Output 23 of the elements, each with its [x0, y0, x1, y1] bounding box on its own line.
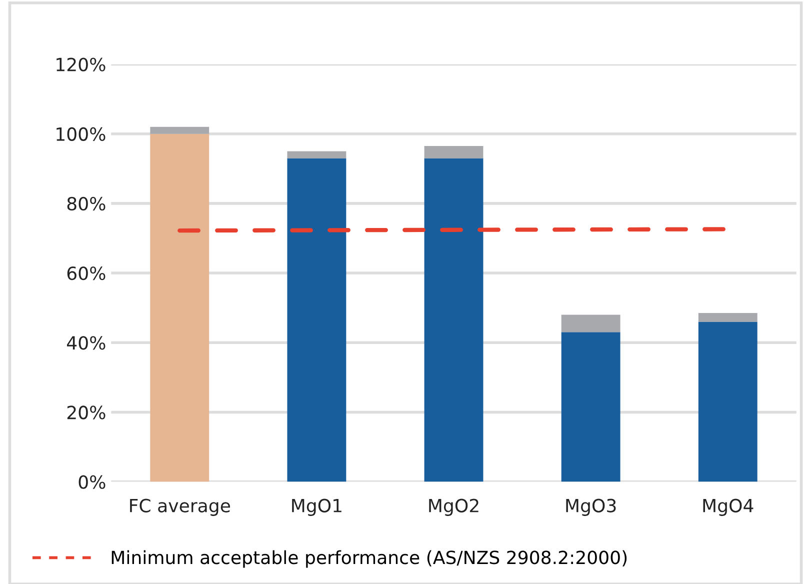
- y-tick-label: 80%: [67, 196, 106, 211]
- bar: [698, 313, 758, 322]
- x-tick-label: MgO4: [703, 498, 754, 516]
- x-tick-label: MgO3: [566, 498, 616, 516]
- x-tick-label: MgO2: [429, 498, 478, 516]
- bar: [150, 126, 210, 134]
- bar: [287, 158, 346, 482]
- bar: [287, 151, 346, 158]
- y-tick-label: 0%: [78, 475, 106, 489]
- y-tick-label: 20%: [67, 406, 106, 420]
- y-tick-label: 60%: [67, 266, 106, 280]
- x-tick-label: FC average: [130, 498, 230, 516]
- bar: [561, 332, 620, 482]
- bar: [424, 158, 484, 482]
- y-tick-label: 120%: [56, 58, 106, 72]
- bar: [424, 146, 484, 158]
- bar: [150, 134, 210, 482]
- bar: [698, 322, 758, 482]
- bar: [561, 314, 620, 332]
- legend-label: Minimum acceptable performance (AS/NZS 2908.2:2000): [112, 550, 627, 568]
- x-tick-label: MgO1: [292, 498, 342, 516]
- y-tick-label: 100%: [56, 127, 106, 141]
- y-tick-label: 40%: [67, 336, 106, 350]
